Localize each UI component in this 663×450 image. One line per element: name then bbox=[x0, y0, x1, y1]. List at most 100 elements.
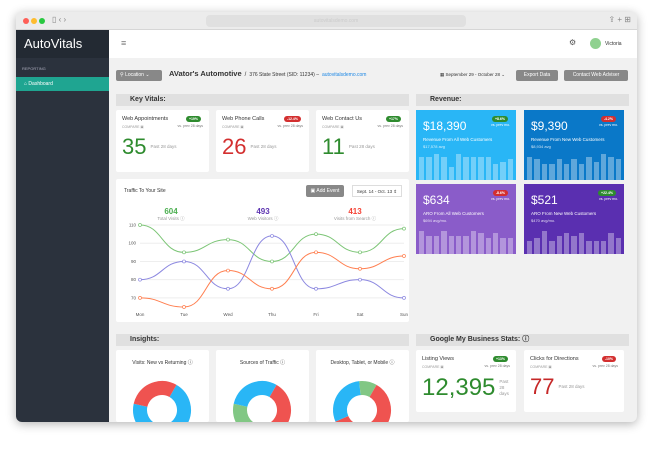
data-point bbox=[226, 268, 230, 273]
stat-value-row: 12,395 Past 28 days bbox=[422, 376, 512, 400]
y-tick-label: 110 bbox=[129, 223, 137, 228]
revenue-bar bbox=[492, 233, 499, 254]
compare-toggle[interactable]: COMPARE ▣ bbox=[530, 365, 552, 369]
change-badge: -10% bbox=[601, 356, 616, 362]
revenue-label: Revenue From New Web Customers bbox=[531, 137, 605, 142]
x-tick-label: Wed bbox=[223, 312, 233, 317]
maximize-button[interactable] bbox=[39, 18, 45, 24]
sidebar: AutoVitals REPORTING ⌂ Dashboard bbox=[16, 30, 109, 422]
insight-card: Visits: New vs Returning ⓘ bbox=[116, 350, 209, 422]
insight-title: Sources of Traffic bbox=[239, 360, 279, 366]
insight-title: Desktop, Tablet, or Mobile bbox=[330, 360, 389, 366]
export-data-button[interactable]: Export Data bbox=[516, 70, 558, 81]
revenue-bar bbox=[500, 161, 506, 180]
revenue-bar bbox=[419, 230, 425, 254]
back-forward-icon[interactable]: ▯ ‹ › bbox=[52, 15, 67, 24]
donut-slice bbox=[133, 381, 191, 422]
minimize-button[interactable] bbox=[31, 18, 37, 24]
change-badge: -8.6% bbox=[492, 190, 508, 196]
revenue-bar bbox=[541, 230, 548, 254]
comparison-label: vs. prev mo. bbox=[490, 123, 510, 127]
stat-value: 26 bbox=[222, 134, 247, 159]
revenue-bar bbox=[600, 241, 607, 254]
comparison-label: vs. prev mo. bbox=[598, 197, 618, 201]
traffic-stat-value: 604 bbox=[164, 207, 178, 216]
revenue-bar bbox=[433, 235, 440, 254]
location-dropdown[interactable]: ⚲ Location ⌄ bbox=[116, 70, 162, 81]
revenue-bar bbox=[586, 241, 592, 254]
address-bar[interactable]: autovitalsdemo.com bbox=[206, 15, 466, 27]
traffic-stat: 413 Visits from Search ⓘ bbox=[310, 207, 400, 222]
revenue-bar-chart bbox=[419, 228, 514, 254]
revenue-bar bbox=[563, 233, 570, 254]
avatar[interactable] bbox=[590, 38, 601, 49]
date-range-picker[interactable]: ▦ September 29 - October 28 ⌄ bbox=[440, 72, 506, 77]
stat-card: Web Appointments COMPARE ▣ +19% vs. prev… bbox=[116, 110, 209, 172]
revenue-card: $18,390 +8.6% vs. prev mo. Revenue From … bbox=[416, 110, 516, 180]
revenue-bar bbox=[478, 156, 484, 180]
hamburger-icon[interactable]: ≡ bbox=[121, 38, 127, 48]
insight-card: Sources of Traffic ⓘ bbox=[216, 350, 309, 422]
insights-header: Insights: bbox=[116, 334, 409, 346]
revenue-bar bbox=[478, 233, 484, 254]
contact-web-adviser-button[interactable]: Contact Web Adviser bbox=[564, 70, 628, 81]
revenue-bar bbox=[426, 235, 432, 254]
revenue-bar bbox=[527, 156, 533, 180]
sidebar-item-dashboard[interactable]: ⌂ Dashboard bbox=[16, 77, 109, 91]
traffic-stat-label: Total Visits ⓘ bbox=[157, 216, 185, 221]
traffic-line-chart: 70 80 90 100 110 Mon Tue Wed Thu Fri Sat Sun bbox=[128, 223, 409, 318]
stat-title: Clicks for Directions bbox=[530, 356, 579, 362]
change-badge: -12.4% bbox=[283, 116, 301, 122]
stat-value: 12,395 bbox=[422, 374, 496, 401]
donut-slice bbox=[333, 381, 391, 422]
revenue-bar bbox=[492, 164, 499, 180]
traffic-stat-value: 413 bbox=[348, 207, 362, 216]
stat-value-row: 35 Past 28 days bbox=[122, 136, 205, 158]
data-point bbox=[358, 250, 362, 255]
browser-titlebar: ▯ ‹ › autovitalsdemo.com ⇪ + ⊞ bbox=[16, 12, 637, 30]
y-tick-label: 90 bbox=[131, 259, 137, 264]
stat-title: Web Appointments bbox=[122, 116, 169, 122]
change-badge: -4.2% bbox=[600, 116, 616, 122]
data-point bbox=[138, 296, 142, 300]
revenue-bar bbox=[419, 156, 425, 180]
close-button[interactable] bbox=[23, 18, 29, 24]
donut-slice bbox=[333, 381, 391, 422]
traffic-stat-label: Visits from Search ⓘ bbox=[333, 216, 377, 221]
data-point bbox=[402, 226, 406, 231]
revenue-bar bbox=[541, 164, 548, 180]
revenue-bar bbox=[507, 238, 514, 254]
data-point bbox=[402, 296, 406, 300]
revenue-bar bbox=[448, 167, 454, 180]
compare-toggle[interactable]: COMPARE ▣ bbox=[122, 125, 144, 129]
compare-toggle[interactable]: COMPARE ▣ bbox=[222, 125, 244, 129]
traffic-range-select[interactable]: Sept. 14 - Oct. 13 ⇕ bbox=[352, 185, 402, 197]
x-tick-label: Tue bbox=[180, 312, 188, 317]
comparison-label: vs. prev 28 days bbox=[277, 124, 303, 128]
data-point bbox=[270, 259, 274, 264]
x-tick-label: Sat bbox=[357, 312, 365, 317]
period-label: Past 28 days bbox=[150, 144, 177, 150]
revenue-value: $18,390 bbox=[423, 119, 467, 133]
x-tick-label: Sun bbox=[400, 312, 409, 317]
add-event-button[interactable]: ▣ Add Event bbox=[306, 185, 344, 197]
change-badge: +17% bbox=[385, 116, 401, 122]
revenue-bar bbox=[556, 159, 562, 180]
stat-card: Web Phone Calls COMPARE ▣ -12.4% vs. pre… bbox=[216, 110, 309, 172]
user-name[interactable]: Victoria bbox=[605, 41, 622, 47]
revenue-bar bbox=[556, 235, 562, 254]
logo: AutoVitals bbox=[16, 30, 109, 58]
key-vitals-header: Key Vitals: bbox=[116, 94, 409, 106]
compare-toggle[interactable]: COMPARE ▣ bbox=[422, 365, 444, 369]
revenue-bar bbox=[500, 238, 506, 254]
revenue-bar bbox=[433, 154, 440, 180]
data-point bbox=[358, 277, 362, 282]
notification-icon[interactable]: ⚙ bbox=[569, 38, 577, 47]
stat-title: Web Contact Us bbox=[322, 116, 362, 122]
traffic-stat: 493 Web Visitors ⓘ bbox=[218, 207, 308, 222]
site-link[interactable]: autovitalsdemo.com bbox=[321, 72, 367, 78]
stat-value-row: 77 Past 28 days bbox=[530, 376, 620, 398]
share-newtab-icon[interactable]: ⇪ + ⊞ bbox=[608, 15, 631, 24]
compare-toggle[interactable]: COMPARE ▣ bbox=[322, 125, 344, 129]
revenue-bar-chart bbox=[419, 154, 514, 180]
